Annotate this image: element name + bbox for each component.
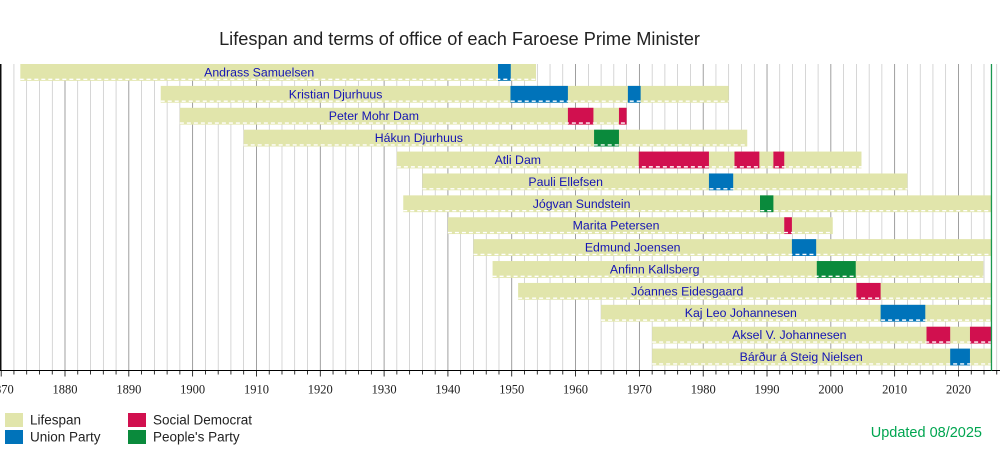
svg-text:1960: 1960 <box>563 383 588 397</box>
svg-text:Hákun Djurhuus: Hákun Djurhuus <box>375 131 463 145</box>
svg-text:Union Party: Union Party <box>30 430 101 445</box>
svg-text:Anfinn Kallsberg: Anfinn Kallsberg <box>610 262 700 276</box>
svg-text:1930: 1930 <box>372 383 397 397</box>
svg-text:1870: 1870 <box>0 383 14 397</box>
svg-text:Jógvan Sundstein: Jógvan Sundstein <box>533 197 631 211</box>
svg-text:Aksel V. Johannesen: Aksel V. Johannesen <box>732 328 847 342</box>
svg-text:1940: 1940 <box>435 383 460 397</box>
svg-text:Kaj Leo Johannesen: Kaj Leo Johannesen <box>685 306 797 320</box>
svg-text:1950: 1950 <box>499 383 524 397</box>
svg-text:Marita Petersen: Marita Petersen <box>573 219 660 233</box>
svg-text:Peter Mohr Dam: Peter Mohr Dam <box>329 109 419 123</box>
svg-text:2020: 2020 <box>946 383 971 397</box>
svg-text:1970: 1970 <box>627 383 652 397</box>
svg-text:1910: 1910 <box>244 383 269 397</box>
svg-text:Atli Dam: Atli Dam <box>495 153 541 167</box>
svg-text:1990: 1990 <box>755 383 780 397</box>
svg-text:Social Democrat: Social Democrat <box>153 413 252 428</box>
svg-text:Pauli Ellefsen: Pauli Ellefsen <box>528 175 603 189</box>
svg-text:People's Party: People's Party <box>153 430 240 445</box>
svg-text:Andrass Samuelsen: Andrass Samuelsen <box>204 65 314 79</box>
svg-text:1980: 1980 <box>691 383 716 397</box>
svg-text:Kristian Djurhuus: Kristian Djurhuus <box>289 87 383 101</box>
svg-text:Lifespan and terms of office o: Lifespan and terms of office of each Far… <box>219 29 700 49</box>
svg-text:1900: 1900 <box>180 383 205 397</box>
svg-text:Updated 08/2025: Updated 08/2025 <box>871 425 982 441</box>
svg-text:Bárður á Steig Nielsen: Bárður á Steig Nielsen <box>740 350 863 364</box>
svg-text:Jóannes Eidesgaard: Jóannes Eidesgaard <box>631 284 743 298</box>
svg-text:2010: 2010 <box>882 383 907 397</box>
svg-text:2000: 2000 <box>818 383 843 397</box>
svg-text:Edmund Joensen: Edmund Joensen <box>585 241 681 255</box>
svg-text:1920: 1920 <box>308 383 333 397</box>
svg-text:1890: 1890 <box>116 383 141 397</box>
svg-text:Lifespan: Lifespan <box>30 413 81 428</box>
svg-text:1880: 1880 <box>53 383 78 397</box>
